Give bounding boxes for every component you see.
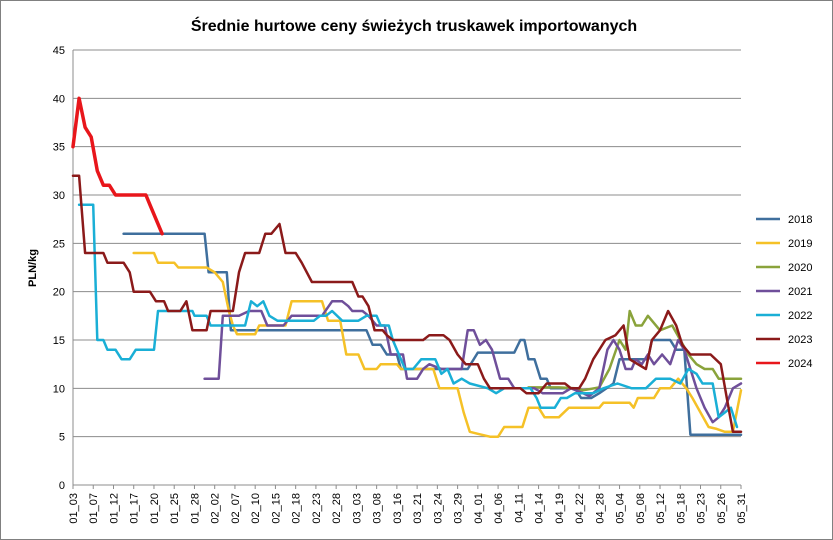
x-tick-label-01_25: 01_25: [169, 493, 181, 524]
y-tick-label-10: 10: [53, 383, 65, 395]
x-tick-label-01_17: 01_17: [129, 493, 141, 524]
y-tick-label-45: 45: [53, 45, 65, 57]
x-tick-label-05_26: 05_26: [716, 493, 728, 524]
chart-title: Średnie hurtowe ceny świeżych truskawek …: [191, 16, 637, 35]
y-tick-label-40: 40: [53, 93, 65, 105]
x-tick-label-02_28: 02_28: [331, 493, 343, 524]
series-line-2024: [71, 96, 164, 236]
x-tick-label-02_18: 02_18: [291, 493, 303, 524]
legend-label-2022: 2022: [788, 310, 812, 322]
x-tick-label-03_16: 03_16: [392, 493, 404, 524]
x-tick-label-03_08: 03_08: [372, 493, 384, 524]
legend-label-2019: 2019: [788, 238, 812, 250]
legend: 2018 2019 2020 2021 2022 2023 2024: [756, 214, 812, 370]
x-tick-label-02_10: 02_10: [250, 493, 262, 524]
series-line-2022: [77, 203, 739, 429]
y-tick-label-15: 15: [53, 335, 65, 347]
x-tick-label-04_01: 04_01: [473, 493, 485, 524]
x-tick-label-02_15: 02_15: [270, 493, 282, 524]
x-tick-label-04_28: 04_28: [594, 493, 606, 524]
x-tick-label-04_14: 04_14: [534, 493, 546, 524]
y-tick-label-0: 0: [59, 480, 65, 492]
y-tick-label-35: 35: [53, 142, 65, 154]
x-tick-label-01_20: 01_20: [149, 493, 161, 524]
x-tick-label-05_18: 05_18: [675, 493, 687, 524]
x-tick-label-01_12: 01_12: [108, 493, 120, 524]
x-tick-label-05_31: 05_31: [736, 493, 748, 524]
y-axis-label: PLN/kg: [27, 249, 39, 287]
x-tick-label-02_23: 02_23: [311, 493, 323, 524]
x-tick-label-05_23: 05_23: [696, 493, 708, 524]
series-line-2019: [132, 251, 743, 438]
grid-layer: [73, 49, 741, 486]
x-tick-label-04_19: 04_19: [554, 493, 566, 524]
x-tick-label-01_28: 01_28: [189, 493, 201, 524]
x-tick-label-04_11: 04_11: [513, 493, 525, 523]
x-tick-label-05_08: 05_08: [635, 493, 647, 524]
series-line-2021: [203, 300, 743, 424]
x-tick-label-03_29: 03_29: [453, 493, 465, 524]
y-tick-label-5: 5: [59, 432, 65, 444]
legend-label-2018: 2018: [788, 214, 812, 226]
axes-layer: 0 5 10 15 20 25 30 35 40 45 01_03 01_07 01_12 01_17 01…: [53, 45, 748, 524]
x-tick-label-02_07: 02_07: [230, 493, 242, 524]
x-tick-label-03_21: 03_21: [412, 493, 424, 524]
x-tick-label-03_03: 03_03: [351, 493, 363, 524]
legend-label-2020: 2020: [788, 262, 812, 274]
x-tick-label-05_04: 05_04: [615, 493, 627, 524]
x-tick-label-03_24: 03_24: [432, 493, 444, 524]
x-tick-label-04_06: 04_06: [493, 493, 505, 524]
y-tick-label-25: 25: [53, 238, 65, 250]
y-tick-label-30: 30: [53, 190, 65, 202]
x-tick-label-04_22: 04_22: [574, 493, 586, 524]
legend-label-2023: 2023: [788, 334, 812, 346]
y-tick-label-20: 20: [53, 287, 65, 299]
x-tick-label-01_03: 01_03: [68, 493, 80, 524]
x-tick-label-01_07: 01_07: [88, 493, 100, 524]
series-layer: [71, 96, 743, 438]
legend-label-2024: 2024: [788, 358, 812, 370]
legend-label-2021: 2021: [788, 286, 812, 298]
series-line-2023: [71, 174, 743, 434]
x-tick-label-02_02: 02_02: [210, 493, 222, 524]
series-line-2020: [527, 309, 743, 392]
x-tick-label-05_12: 05_12: [655, 493, 667, 524]
series-line-2018: [122, 232, 743, 436]
